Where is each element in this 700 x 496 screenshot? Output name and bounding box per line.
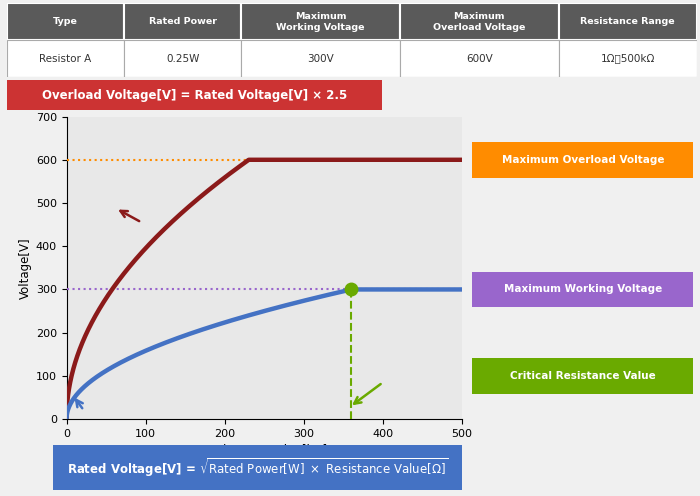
Text: Maximum
Working Voltage: Maximum Working Voltage	[276, 12, 365, 32]
Text: Rated Voltage[V] = $\sqrt{\mathrm{Rated\ Power[W]\ \times\ Resistance\ Value[\Om: Rated Voltage[V] = $\sqrt{\mathrm{Rated\…	[66, 456, 448, 479]
Bar	[241, 3, 400, 40]
Text: 0.25W: 0.25W	[166, 54, 200, 63]
Bar	[124, 3, 242, 40]
Bar	[124, 40, 242, 77]
Text: Resistance Range: Resistance Range	[580, 17, 675, 26]
Bar	[7, 40, 124, 77]
Bar	[559, 40, 696, 77]
Text: Maximum Overload Voltage: Maximum Overload Voltage	[501, 155, 664, 165]
Bar	[241, 40, 400, 77]
Text: Maximum
Overload Voltage: Maximum Overload Voltage	[433, 12, 526, 32]
Bar	[7, 3, 124, 40]
Y-axis label: Voltage[V]: Voltage[V]	[18, 237, 32, 299]
Text: 300V: 300V	[307, 54, 334, 63]
Text: Rated Power: Rated Power	[149, 17, 217, 26]
Bar	[559, 3, 696, 40]
Text: Overload Voltage[V] = Rated Voltage[V] × 2.5: Overload Voltage[V] = Rated Voltage[V] ×…	[41, 89, 347, 102]
Text: 1Ω～500kΩ: 1Ω～500kΩ	[601, 54, 655, 63]
Text: Critical Resistance Value: Critical Resistance Value	[510, 371, 656, 381]
X-axis label: Resistance Value[kΩ]: Resistance Value[kΩ]	[202, 443, 327, 456]
Bar	[400, 40, 559, 77]
Bar	[400, 3, 559, 40]
Text: Type: Type	[53, 17, 78, 26]
Text: Maximum Working Voltage: Maximum Working Voltage	[503, 284, 662, 295]
Text: 600V: 600V	[466, 54, 493, 63]
Text: Resistor A: Resistor A	[39, 54, 92, 63]
